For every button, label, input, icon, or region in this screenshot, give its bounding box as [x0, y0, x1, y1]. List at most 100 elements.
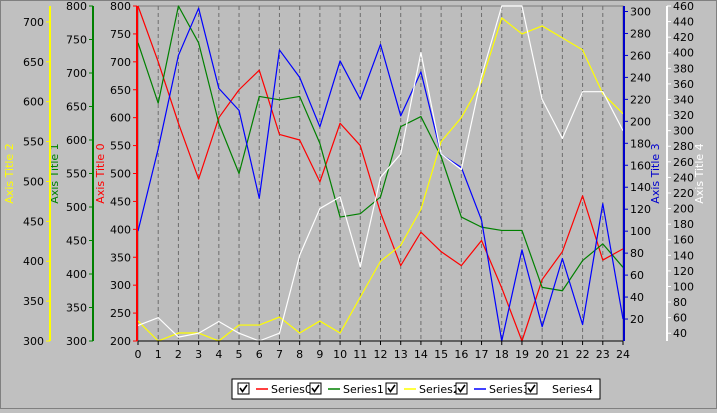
- x-tick-label: 11: [353, 348, 367, 361]
- series-line-series1: [137, 5, 624, 292]
- check-icon: [527, 384, 536, 393]
- y-tick-label: 260: [630, 49, 651, 62]
- legend-item-series3[interactable]: Series3: [455, 382, 530, 396]
- y-tick-label: 750: [110, 28, 131, 41]
- y-tick-label: 550: [66, 168, 87, 181]
- y-tick-label: 200: [630, 115, 651, 128]
- x-tick-label: 19: [515, 348, 529, 361]
- x-tick-label: 17: [475, 348, 489, 361]
- legend-label: Series2: [419, 383, 460, 396]
- y-tick-label: 400: [673, 47, 694, 60]
- x-tick-label: 9: [316, 348, 323, 361]
- y-tick-label: 250: [110, 307, 131, 320]
- x-tick-label: 2: [175, 348, 182, 361]
- legend-checkbox[interactable]: [455, 382, 468, 395]
- legend-item-series1[interactable]: Series1: [309, 382, 384, 396]
- y-tick-label: 160: [673, 234, 694, 247]
- y-tick-label: 180: [630, 137, 651, 150]
- y-tick-label: 200: [110, 335, 131, 348]
- x-tick-label: 15: [434, 348, 448, 361]
- legend-item-series0[interactable]: Series0: [237, 382, 312, 396]
- y-axis-title: Axis Title 2: [3, 143, 16, 203]
- check-icon: [457, 384, 466, 393]
- series-line-series3: [137, 7, 624, 342]
- x-tick-label: 0: [135, 348, 142, 361]
- y-axis-ax2: 300 350 400 450 500 550 600 650 700 Axis Title 2: [3, 6, 51, 348]
- y-tick-label: 300: [673, 125, 694, 138]
- y-tick-label: 60: [630, 269, 644, 282]
- y-tick-label: 100: [673, 280, 694, 293]
- y-tick-label: 450: [23, 215, 44, 228]
- legend-label: Series3: [489, 383, 530, 396]
- legend-item-series2[interactable]: Series2: [385, 382, 460, 396]
- y-tick-label: 220: [630, 93, 651, 106]
- y-tick-label: 100: [630, 225, 651, 238]
- y-tick-label: 120: [630, 203, 651, 216]
- y-tick-label: 360: [673, 78, 694, 91]
- series-line-series4: [137, 5, 624, 342]
- y-tick-label: 500: [66, 201, 87, 214]
- x-tick-label: 20: [535, 348, 549, 361]
- y-tick-label: 160: [630, 159, 651, 172]
- y-tick-label: 350: [66, 302, 87, 315]
- y-tick-label: 400: [66, 268, 87, 281]
- x-tick-label: 10: [333, 348, 347, 361]
- legend-label: Series4: [552, 383, 593, 396]
- y-axis-title: Axis Title 1: [48, 143, 61, 203]
- y-tick-label: 550: [23, 136, 44, 149]
- y-tick-label: 280: [673, 140, 694, 153]
- y-tick-label: 340: [673, 93, 694, 106]
- legend-checkbox[interactable]: [237, 382, 250, 395]
- y-tick-label: 700: [23, 16, 44, 29]
- y-tick-label: 300: [110, 279, 131, 292]
- x-tick-label: 24: [616, 348, 630, 361]
- legend-checkbox[interactable]: [385, 382, 398, 395]
- y-tick-label: 400: [110, 223, 131, 236]
- y-tick-label: 40: [630, 291, 644, 304]
- legend-item-series4[interactable]: Series4: [525, 382, 593, 396]
- y-tick-label: 600: [23, 96, 44, 109]
- y-tick-label: 700: [110, 56, 131, 69]
- y-axis-ax3: 20 40 60 80 100 120 140 160 180 200 220 240 260 280 30…: [623, 5, 662, 341]
- x-tick-label: 16: [454, 348, 468, 361]
- y-axis-title: Axis Title 0: [94, 143, 107, 203]
- y-tick-label: 120: [673, 265, 694, 278]
- y-tick-label: 240: [673, 171, 694, 184]
- legend-label: Series1: [343, 383, 384, 396]
- y-tick-label: 300: [630, 5, 651, 18]
- y-tick-label: 140: [673, 249, 694, 262]
- y-tick-label: 750: [66, 34, 87, 47]
- check-icon: [311, 384, 320, 393]
- x-tick-label: 12: [374, 348, 388, 361]
- y-tick-label: 650: [66, 101, 87, 114]
- y-tick-label: 450: [66, 235, 87, 248]
- legend-checkbox[interactable]: [309, 382, 322, 395]
- y-tick-label: 220: [673, 187, 694, 200]
- y-tick-label: 650: [110, 84, 131, 97]
- x-tick-label: 13: [394, 348, 408, 361]
- x-tick-label: 5: [236, 348, 243, 361]
- y-tick-label: 240: [630, 71, 651, 84]
- y-tick-label: 300: [23, 335, 44, 348]
- x-tick-label: 4: [215, 348, 222, 361]
- x-tick-label: 6: [256, 348, 263, 361]
- legend-label: Series0: [271, 383, 312, 396]
- x-tick-label: 23: [596, 348, 610, 361]
- y-tick-label: 500: [23, 175, 44, 188]
- y-tick-label: 500: [110, 168, 131, 181]
- legend-checkbox[interactable]: [525, 382, 538, 395]
- y-tick-label: 60: [673, 312, 687, 325]
- y-tick-label: 700: [66, 67, 87, 80]
- y-tick-label: 40: [673, 327, 687, 340]
- y-axis-ax0: 200 250 300 350 400 450 500 550 600 650 700 750 800 A…: [94, 0, 138, 348]
- y-axis-title: Axis Title 4: [693, 143, 706, 203]
- y-tick-label: 350: [110, 251, 131, 264]
- y-tick-label: 80: [630, 247, 644, 260]
- y-tick-label: 650: [23, 56, 44, 69]
- y-tick-label: 260: [673, 156, 694, 169]
- y-tick-label: 20: [630, 313, 644, 326]
- y-tick-label: 80: [673, 296, 687, 309]
- y-tick-label: 550: [110, 140, 131, 153]
